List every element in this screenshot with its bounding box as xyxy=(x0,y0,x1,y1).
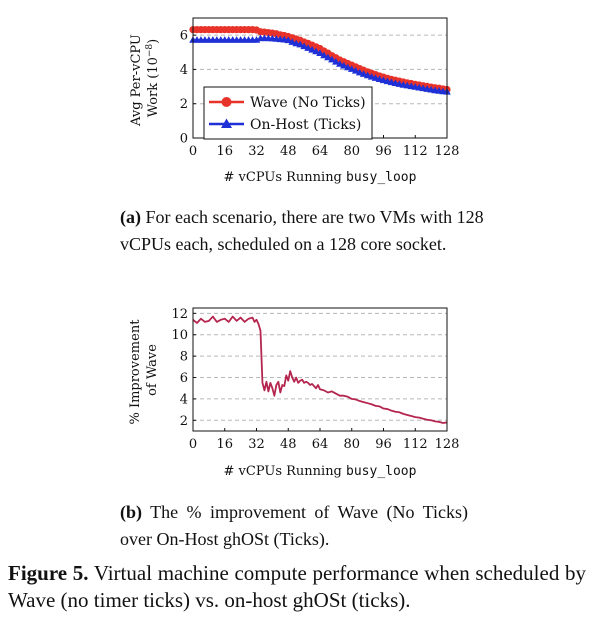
x-tick-label: 80 xyxy=(343,144,360,159)
data-point xyxy=(284,36,293,44)
figure-caption: Figure 5. Virtual machine compute perfor… xyxy=(8,560,586,614)
data-point xyxy=(332,57,340,65)
legend-wave-label: Wave (No Ticks) xyxy=(250,95,366,111)
caption-b-label: (b) xyxy=(120,502,142,522)
x-tick-label: 48 xyxy=(280,144,297,159)
data-point xyxy=(359,70,368,77)
chart-b-x-ticks: 0 16 32 48 64 80 96 112 128 xyxy=(189,428,460,452)
chart-b-x-axis-title: # vCPUs Running busy_loop xyxy=(224,464,417,479)
chart-a-legend-box xyxy=(203,86,373,140)
chart-b: 0 16 32 48 64 80 96 112 128 2 4 6 8 10 12 # vCPUs Run… xyxy=(128,307,459,479)
chart-a-x-axis-title: # vCPUs Running busy_loop xyxy=(224,170,417,185)
y-tick-label: 4 xyxy=(180,63,188,78)
caption-a-text: For each scenario, there are two VMs wit… xyxy=(120,207,484,254)
y-tick-label: 0 xyxy=(180,132,188,147)
chart-b-y-axis-title: % Improvement of Wave xyxy=(128,315,160,424)
x-tick-label: 96 xyxy=(375,144,392,159)
y-tick-label: 10 xyxy=(171,328,188,343)
x-tick-label: 112 xyxy=(403,437,428,452)
figure-caption-text: Virtual machine compute performance when… xyxy=(8,561,587,612)
data-point xyxy=(324,53,332,61)
data-point xyxy=(355,68,364,76)
data-point xyxy=(316,49,324,56)
data-point xyxy=(304,44,312,51)
chart-a-legend: Wave (No Ticks) On-Host (Ticks) xyxy=(203,86,373,140)
x-tick-label: 16 xyxy=(216,437,233,452)
x-tick-label: 32 xyxy=(248,144,265,159)
x-tick-label: 32 xyxy=(248,437,265,452)
series-line-1 xyxy=(192,315,448,424)
chart-b-series xyxy=(192,315,448,424)
x-tick-label: 48 xyxy=(280,437,297,452)
data-point xyxy=(343,63,352,71)
y-tick-label: 4 xyxy=(180,392,188,407)
x-tick-label: 128 xyxy=(435,144,460,159)
legend-onhost-marker xyxy=(221,118,232,128)
y-tick-label: 2 xyxy=(180,414,188,429)
caption-b-text: The % improvement of Wave (No Ticks) ove… xyxy=(120,502,468,549)
data-point xyxy=(340,61,348,69)
y-tick-label: 12 xyxy=(171,307,188,322)
x-tick-label: 128 xyxy=(435,437,460,452)
x-tick-label: 112 xyxy=(403,144,428,159)
data-point xyxy=(312,47,320,55)
data-point xyxy=(252,36,261,43)
data-point xyxy=(320,51,328,59)
caption-a-label: (a) xyxy=(120,207,141,227)
x-tick-label: 0 xyxy=(189,144,197,159)
x-tick-label: 80 xyxy=(343,437,360,452)
data-point xyxy=(300,42,308,50)
chart-a-x-ticks: 0 16 32 48 64 80 96 112 128 xyxy=(189,135,460,159)
chart-a-y-ticks: 0 2 4 6 xyxy=(180,29,196,147)
legend-wave-marker xyxy=(221,97,232,107)
data-point xyxy=(308,45,316,53)
caption-a: (a) For each scenario, there are two VMs… xyxy=(120,204,492,258)
x-tick-label: 0 xyxy=(189,437,197,452)
chart-b-y-ticks: 2 4 6 8 10 12 xyxy=(171,307,196,429)
x-tick-label: 96 xyxy=(375,437,392,452)
data-point xyxy=(336,60,344,67)
data-point xyxy=(363,71,372,79)
legend-onhost-label: On-Host (Ticks) xyxy=(250,117,361,133)
data-point xyxy=(296,40,304,48)
data-point xyxy=(288,38,297,45)
data-point xyxy=(328,55,336,63)
y-tick-label: 8 xyxy=(180,350,188,365)
chart-b-plot-frame xyxy=(192,307,448,432)
chart-a-series xyxy=(189,26,451,95)
chart-a: 0 16 32 48 64 80 96 112 128 0 2 4 6 # vCPUs Running… xyxy=(129,17,460,185)
data-point xyxy=(351,67,360,74)
caption-b: (b) The % improvement of Wave (No Ticks)… xyxy=(120,499,468,553)
y-tick-label: 2 xyxy=(180,97,188,112)
y-tick-label: 6 xyxy=(180,29,188,44)
chart-b-grid xyxy=(193,312,447,421)
x-tick-label: 64 xyxy=(312,144,329,159)
x-tick-label: 16 xyxy=(216,144,233,159)
figure-label: Figure 5. xyxy=(8,561,89,585)
chart-a-y-axis-title: Avg Per-vCPU Work (10−8) xyxy=(129,30,161,127)
data-point xyxy=(347,65,356,72)
x-tick-label: 64 xyxy=(312,437,329,452)
y-tick-label: 6 xyxy=(180,371,188,386)
